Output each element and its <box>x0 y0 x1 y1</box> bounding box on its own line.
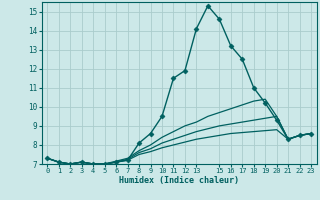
X-axis label: Humidex (Indice chaleur): Humidex (Indice chaleur) <box>119 176 239 185</box>
